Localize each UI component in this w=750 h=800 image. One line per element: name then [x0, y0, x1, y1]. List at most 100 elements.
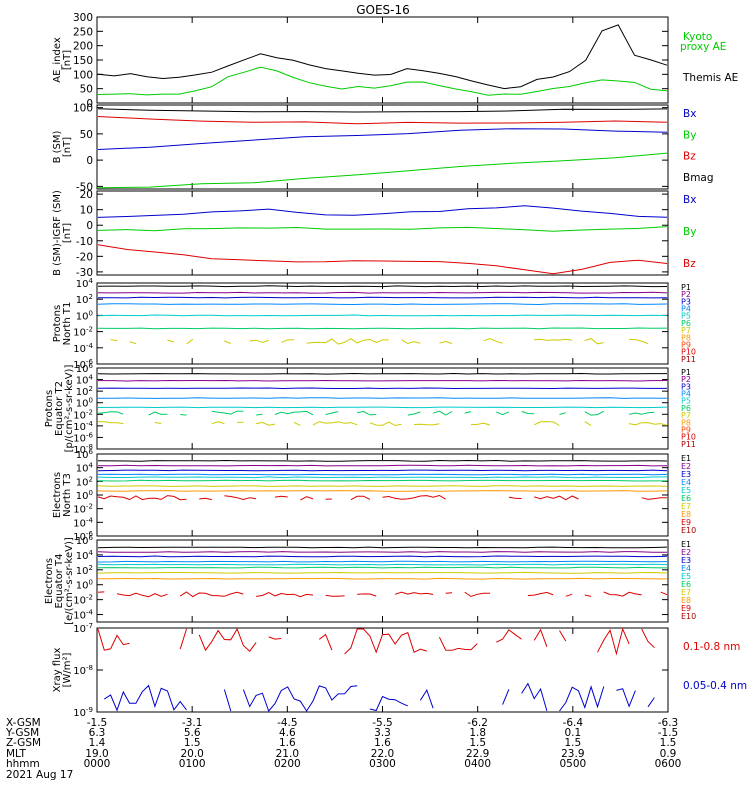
- y-axis-label: Protons: [52, 305, 63, 342]
- legend-label: P8: [681, 333, 691, 342]
- x-row-value: 0300: [369, 758, 396, 770]
- y-tick-label: 10-2: [73, 408, 93, 421]
- y-tick-label: -10: [76, 236, 93, 248]
- series-line-themis-ae: [97, 24, 668, 90]
- y-tick-label: 10-8: [73, 443, 93, 456]
- y-tick-label: 50: [80, 84, 93, 96]
- y-tick-label: 102: [76, 293, 93, 306]
- y-axis-label: AE_index: [52, 37, 63, 83]
- legend-label: P5: [681, 397, 691, 406]
- legend-label: E8: [681, 510, 691, 519]
- y-tick-label: 0: [86, 98, 93, 110]
- series-line-e2: [98, 464, 668, 467]
- x-row-value: 1.6: [374, 737, 391, 749]
- y-axis-label: [nT]: [62, 50, 73, 70]
- panel-frame: [96, 104, 669, 190]
- series-line-bx: [97, 128, 668, 150]
- legend-label: proxy AE: [680, 41, 726, 53]
- y-tick-label: 10-6: [73, 358, 93, 371]
- y-tick-label: -30: [76, 267, 93, 279]
- legend-label: By: [683, 129, 696, 141]
- legend-label: P9: [681, 340, 691, 349]
- series-line-e8: [97, 577, 667, 580]
- panel-2: 100 50 0 -50 B (SM) [nT] Bx By Bz Bmag: [52, 103, 714, 194]
- plot-title: GOES-16: [356, 3, 410, 17]
- y-tick-label: 10-2: [73, 326, 93, 339]
- legend-label: Kyoto: [683, 31, 712, 43]
- legend-label: P7: [681, 411, 691, 420]
- y-axis-label: [W/m²]: [62, 652, 73, 687]
- legend-label: P1: [681, 283, 691, 292]
- x-row-label: X-GSM: [6, 717, 41, 729]
- y-tick-label: 10-9: [73, 706, 93, 719]
- legend-label: P2: [681, 290, 691, 299]
- y-tick-label: 10-6: [73, 530, 93, 543]
- legend-label: P5: [681, 312, 691, 321]
- series-line-e5: [97, 476, 668, 479]
- legend-label: E9: [681, 604, 691, 613]
- y-axis-label: North T1: [62, 302, 73, 346]
- x-row-value: 1.6: [279, 737, 296, 749]
- series-line-e9: [97, 494, 668, 501]
- series-line-p6: [97, 327, 668, 330]
- y-tick-label: 106: [76, 448, 94, 461]
- y-axis-label: [nT]: [62, 137, 73, 157]
- x-row-value: -1.5: [658, 727, 679, 739]
- x-row-value: 1.5: [564, 737, 581, 749]
- y-tick-label: 100: [73, 103, 93, 115]
- y-tick-label: 10-4: [73, 609, 93, 622]
- y-axis-label: [nT]: [62, 223, 73, 243]
- y-axis-label: [e/(cm²-s-sr-keV)]: [64, 537, 75, 625]
- legend-label: E10: [681, 612, 696, 621]
- y-tick-label: 10-4: [73, 516, 93, 529]
- y-axis-label: Electrons: [52, 472, 63, 518]
- x-row-label: Z-GSM: [6, 737, 41, 749]
- series-line-p7: [111, 339, 661, 345]
- y-axis-label: Electrons: [44, 558, 55, 604]
- series-line-e1: [97, 459, 668, 462]
- legend-label: Bx: [683, 108, 696, 120]
- y-tick-label: 200: [73, 41, 93, 53]
- x-row-value: -3.1: [182, 717, 203, 729]
- y-tick-label: 10-6: [73, 431, 93, 444]
- panel-frame: [96, 190, 669, 276]
- series-line-p7: [97, 421, 668, 427]
- series-line-p1: [97, 285, 668, 288]
- legend-label: E1: [681, 540, 691, 549]
- series-line-p5: [97, 406, 668, 409]
- legend-label: E9: [681, 518, 691, 527]
- x-row-label: Y-GSM: [5, 727, 39, 739]
- legend-label: Themis AE: [682, 72, 738, 84]
- x-row-value: 0200: [274, 758, 301, 770]
- legend-label: E4: [681, 564, 691, 573]
- y-tick-label: 10-4: [73, 342, 93, 355]
- y-axis-label: North T3: [62, 473, 73, 517]
- legend-label: Bz: [683, 151, 696, 163]
- x-row-value: 0500: [559, 758, 586, 770]
- x-row-value: 1.5: [660, 737, 677, 749]
- legend-label: P11: [681, 355, 696, 364]
- series-line-e5: [97, 563, 668, 566]
- x-row-value: 23.9: [561, 748, 584, 760]
- x-row-value: 1.4: [89, 737, 106, 749]
- series-line-p1: [97, 372, 667, 375]
- x-row-value: -6.3: [658, 717, 679, 729]
- legend-label: E10: [681, 526, 696, 535]
- series-line-p6: [97, 410, 655, 416]
- series-line-e3: [97, 555, 668, 558]
- legend-label: E6: [681, 580, 691, 589]
- panel-frame: [96, 16, 669, 104]
- x-row-value: 1.5: [469, 737, 486, 749]
- y-axis-label: [p/(cm²-s-sr-keV)]: [64, 365, 75, 453]
- legend-label: E2: [681, 548, 691, 557]
- y-tick-label: 104: [76, 277, 94, 290]
- legend-label: E2: [681, 462, 691, 471]
- y-axis-label: Protons: [44, 390, 55, 427]
- legend-label: E1: [681, 454, 691, 463]
- x-row-value: -4.5: [277, 717, 298, 729]
- series-line-p3: [98, 296, 668, 299]
- legend-label: E3: [681, 470, 691, 479]
- x-row-value: 0000: [84, 758, 111, 770]
